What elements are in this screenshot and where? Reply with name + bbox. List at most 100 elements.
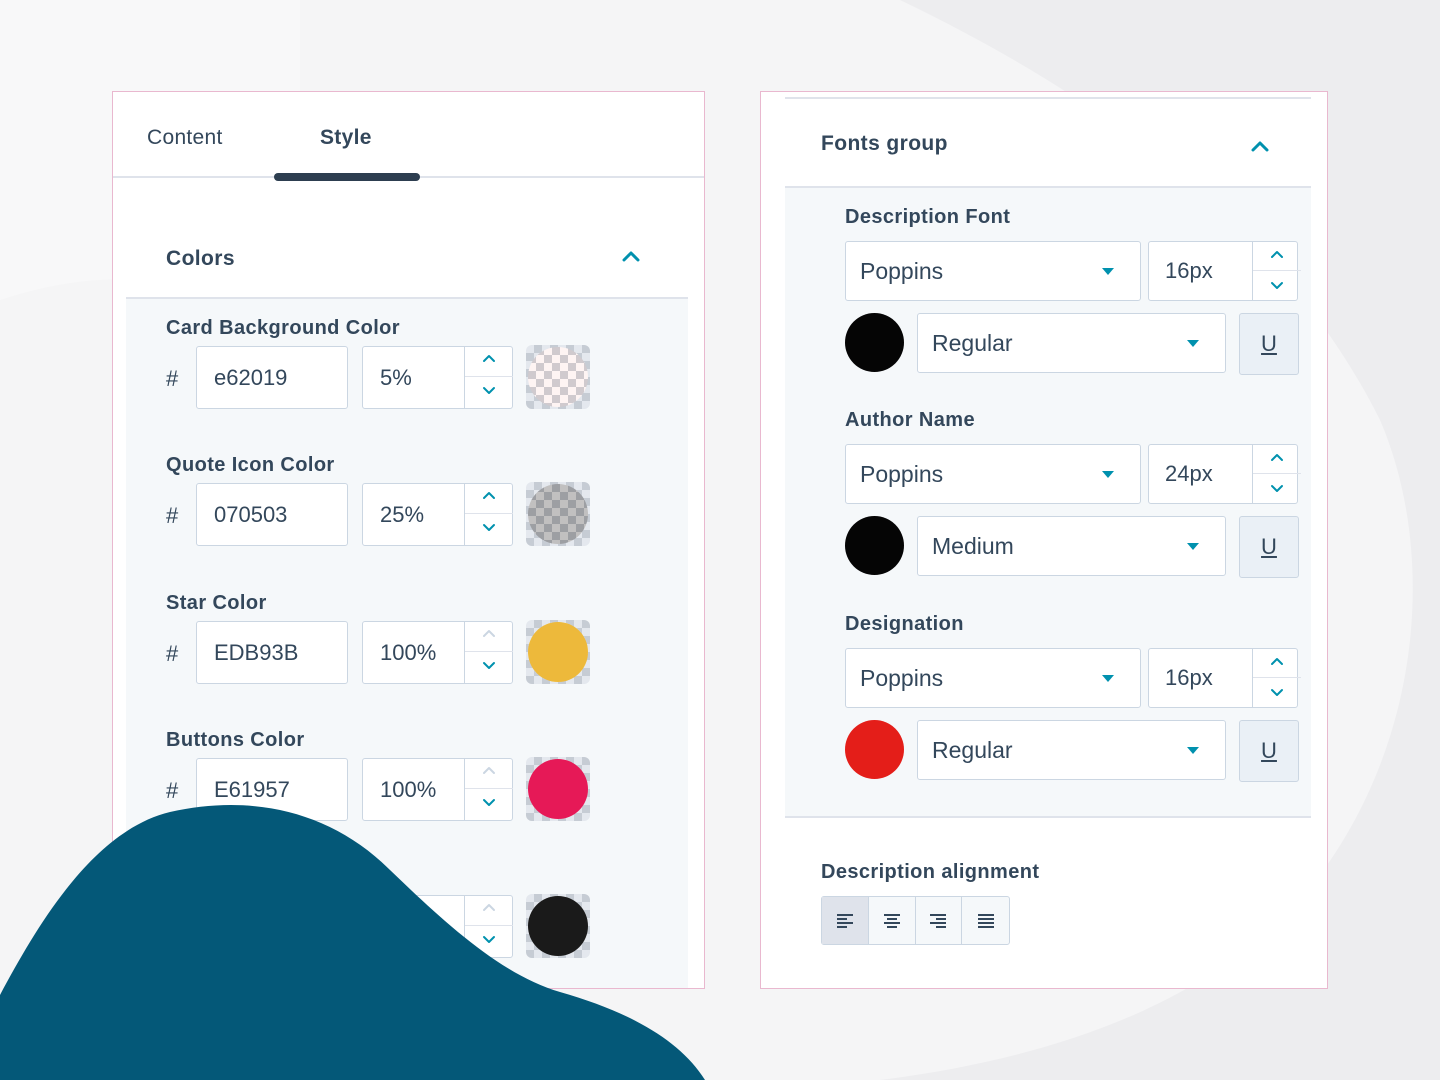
font-weight-select[interactable]: Medium <box>917 516 1226 576</box>
align-right-icon <box>930 913 947 928</box>
color-preview <box>528 484 588 544</box>
section-title: Colors <box>166 247 235 270</box>
font-weight-value: Regular <box>932 329 1013 356</box>
chevron-up-icon <box>1269 243 1285 269</box>
increment-button[interactable] <box>1253 649 1301 678</box>
color-swatch-button[interactable] <box>526 894 590 958</box>
font-family-select[interactable]: Poppins <box>845 648 1141 708</box>
font-size-stepper <box>1252 649 1301 707</box>
section-title: Fonts group <box>821 132 948 155</box>
hash-symbol: # <box>166 366 179 391</box>
underline-button[interactable]: U <box>1239 313 1299 375</box>
font-group-label: Description Font <box>845 206 1011 228</box>
font-color-swatch[interactable] <box>845 720 904 779</box>
font-color-swatch[interactable] <box>845 313 904 372</box>
chevron-up-icon[interactable] <box>1248 135 1272 159</box>
tab-content[interactable]: Content <box>147 126 223 149</box>
color-preview <box>528 622 588 682</box>
hex-color-input[interactable]: 070503 <box>196 483 348 546</box>
font-group-label: Designation <box>845 613 964 635</box>
hex-color-input[interactable]: EDB93B <box>196 621 348 684</box>
align-center-icon <box>883 913 900 928</box>
hex-value: e62019 <box>214 364 288 390</box>
font-color-swatch[interactable] <box>845 516 904 575</box>
font-weight-select[interactable]: Regular <box>917 313 1226 373</box>
decorative-blob <box>0 805 705 1080</box>
decrement-button[interactable] <box>465 652 513 683</box>
chevron-up-icon[interactable] <box>619 245 643 269</box>
align-justify-button[interactable] <box>962 897 1009 944</box>
underline-button[interactable]: U <box>1239 720 1299 782</box>
color-field-label: Card Background Color <box>166 317 400 339</box>
font-weight-value: Regular <box>932 736 1013 763</box>
divider <box>785 97 1311 99</box>
increment-button[interactable] <box>465 895 513 926</box>
hash-symbol: # <box>166 778 179 803</box>
hex-value: 070503 <box>214 501 288 527</box>
font-family-select[interactable]: Poppins <box>845 444 1141 504</box>
caret-down-icon <box>1187 340 1199 347</box>
chevron-up-icon <box>481 763 497 784</box>
font-size-input[interactable]: 24px <box>1148 444 1301 504</box>
hex-value: E61957 <box>214 776 290 802</box>
caret-down-icon <box>1187 543 1199 550</box>
chevron-down-icon <box>481 382 497 403</box>
caret-down-icon <box>1102 675 1114 682</box>
align-left-button[interactable] <box>822 897 869 944</box>
chevron-up-icon <box>1269 446 1285 472</box>
align-center-button[interactable] <box>869 897 916 944</box>
font-family-value: Poppins <box>860 257 944 284</box>
color-preview <box>528 347 588 407</box>
tab-bar: Content Style <box>113 92 704 181</box>
opacity-input[interactable]: 25% <box>362 483 513 546</box>
color-preview <box>528 759 588 819</box>
fonts-panel: Fonts group Description Font Poppins 16p… <box>760 91 1328 989</box>
fonts-section-header[interactable]: Fonts group <box>785 99 1311 188</box>
decrement-button[interactable] <box>1253 678 1301 707</box>
decrement-button[interactable] <box>465 789 513 820</box>
increment-button[interactable] <box>465 483 513 514</box>
chevron-down-icon <box>1269 273 1285 299</box>
color-swatch-button[interactable] <box>526 482 590 546</box>
chevron-down-icon <box>481 519 497 540</box>
increment-button[interactable] <box>465 758 513 789</box>
tab-style[interactable]: Style <box>320 126 372 149</box>
font-size-input[interactable]: 16px <box>1148 648 1301 708</box>
chevron-up-icon <box>481 351 497 372</box>
font-size-value: 16px <box>1165 665 1213 690</box>
opacity-stepper <box>464 895 513 958</box>
font-weight-select[interactable]: Regular <box>917 720 1226 780</box>
color-swatch-button[interactable] <box>526 345 590 409</box>
color-field-label: Quote Icon Color <box>166 454 335 476</box>
color-field-label: Buttons Color <box>166 729 305 751</box>
decrement-button[interactable] <box>465 514 513 545</box>
chevron-down-icon <box>481 657 497 678</box>
align-right-button[interactable] <box>916 897 963 944</box>
decrement-button[interactable] <box>1253 271 1301 300</box>
increment-button[interactable] <box>1253 242 1301 271</box>
style-panel: Content Style Colors Card Background Col… <box>112 91 705 989</box>
caret-down-icon <box>1102 471 1114 478</box>
opacity-stepper <box>464 483 513 546</box>
colors-section-header[interactable]: Colors <box>126 219 688 299</box>
decrement-button[interactable] <box>465 926 513 957</box>
hex-color-input[interactable]: e62019 <box>196 346 348 409</box>
increment-button[interactable] <box>465 621 513 652</box>
increment-button[interactable] <box>465 346 513 377</box>
font-size-stepper <box>1252 242 1301 300</box>
alignment-button-group <box>821 896 1010 945</box>
font-size-input[interactable]: 16px <box>1148 241 1301 301</box>
colors-section-body: Card Background Color # e62019 5% Quote Ico… <box>126 299 688 988</box>
color-swatch-button[interactable] <box>526 757 590 821</box>
font-group-label: Author Name <box>845 409 975 431</box>
font-family-select[interactable]: Poppins <box>845 241 1141 301</box>
decrement-button[interactable] <box>465 377 513 408</box>
opacity-value: 5% <box>380 364 412 390</box>
chevron-up-icon <box>481 626 497 647</box>
increment-button[interactable] <box>1253 445 1301 474</box>
underline-button[interactable]: U <box>1239 516 1299 578</box>
font-family-value: Poppins <box>860 664 944 691</box>
color-swatch-button[interactable] <box>526 620 590 684</box>
decrement-button[interactable] <box>1253 474 1301 503</box>
font-size-value: 16px <box>1165 258 1213 283</box>
